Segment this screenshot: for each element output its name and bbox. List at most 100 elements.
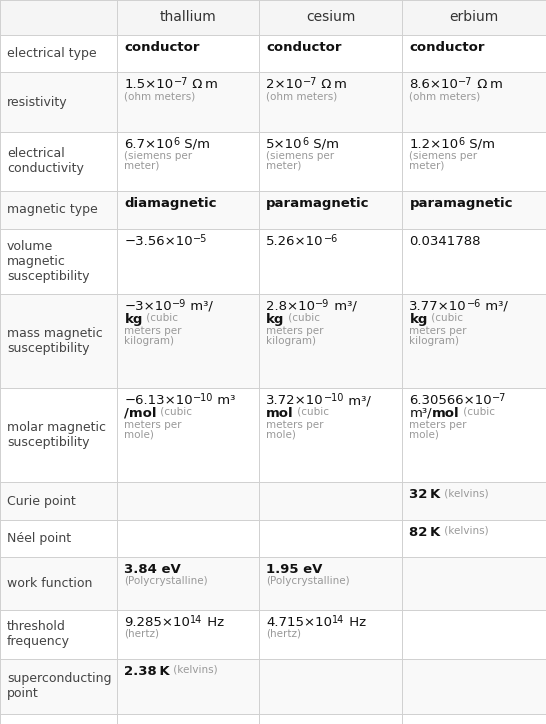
Text: 1.95 eV: 1.95 eV <box>266 563 323 576</box>
Text: 3.84 eV: 3.84 eV <box>124 563 181 576</box>
Text: −3.56×10: −3.56×10 <box>124 235 193 248</box>
Text: −6: −6 <box>467 299 481 309</box>
Text: meters per: meters per <box>266 420 324 430</box>
Text: Néel point: Néel point <box>7 532 71 545</box>
Text: conductor: conductor <box>410 41 485 54</box>
Bar <box>0 659 546 714</box>
Text: −7: −7 <box>174 77 188 88</box>
Text: (ohm meters): (ohm meters) <box>266 91 337 101</box>
Text: kg: kg <box>266 313 284 326</box>
Text: thallium: thallium <box>160 10 217 25</box>
Bar <box>0 294 546 388</box>
Text: (hertz): (hertz) <box>124 628 159 639</box>
Bar <box>0 229 546 294</box>
Text: (cubic: (cubic <box>428 313 463 323</box>
Text: electrical
conductivity: electrical conductivity <box>7 148 84 175</box>
Text: −7: −7 <box>492 393 506 403</box>
Text: kilogram): kilogram) <box>266 336 316 346</box>
Bar <box>0 35 546 72</box>
Text: m³/: m³/ <box>186 300 213 313</box>
Text: S/m: S/m <box>465 138 495 151</box>
Text: 82 K: 82 K <box>410 526 441 539</box>
Text: mole): mole) <box>124 430 155 440</box>
Text: m³: m³ <box>213 394 236 407</box>
Text: paramagnetic: paramagnetic <box>266 197 370 210</box>
Text: kg: kg <box>410 313 428 326</box>
Bar <box>0 714 546 724</box>
Text: (kelvins): (kelvins) <box>170 665 218 675</box>
Text: 1.2×10: 1.2×10 <box>410 138 459 151</box>
Text: 1.5×10: 1.5×10 <box>124 78 174 91</box>
Text: 6: 6 <box>459 137 465 147</box>
Text: m³/: m³/ <box>481 300 508 313</box>
Text: mole): mole) <box>266 430 296 440</box>
Bar <box>0 557 546 610</box>
Bar <box>0 0 546 35</box>
Text: (Polycrystalline): (Polycrystalline) <box>266 576 350 586</box>
Text: volume
magnetic
susceptibility: volume magnetic susceptibility <box>7 240 90 283</box>
Text: −10: −10 <box>324 393 345 403</box>
Text: mol: mol <box>432 407 460 420</box>
Text: 6.30566×10: 6.30566×10 <box>410 394 492 407</box>
Text: meter): meter) <box>410 161 445 171</box>
Text: conductor: conductor <box>266 41 342 54</box>
Text: (siemens per: (siemens per <box>124 151 193 161</box>
Text: kg: kg <box>124 313 143 326</box>
Text: cesium: cesium <box>306 10 355 25</box>
Text: −5: −5 <box>193 234 207 244</box>
Text: conductor: conductor <box>124 41 200 54</box>
Text: 0.0341788: 0.0341788 <box>410 235 481 248</box>
Text: (ohm meters): (ohm meters) <box>410 91 480 101</box>
Text: meters per: meters per <box>410 326 467 336</box>
Text: S/m: S/m <box>180 138 210 151</box>
Text: 3.77×10: 3.77×10 <box>410 300 467 313</box>
Text: (kelvins): (kelvins) <box>441 526 488 536</box>
Text: m³/: m³/ <box>410 407 432 420</box>
Text: (siemens per: (siemens per <box>410 151 478 161</box>
Text: 6.7×10: 6.7×10 <box>124 138 174 151</box>
Text: meters per: meters per <box>124 326 182 336</box>
Text: (cubic: (cubic <box>294 407 329 417</box>
Text: kilogram): kilogram) <box>124 336 174 346</box>
Text: Hz: Hz <box>203 615 224 628</box>
Text: −10: −10 <box>193 393 213 403</box>
Text: 2×10: 2×10 <box>266 78 303 91</box>
Text: meters per: meters per <box>410 420 467 430</box>
Bar <box>0 72 546 132</box>
Text: meter): meter) <box>266 161 302 171</box>
Bar <box>0 132 546 191</box>
Text: magnetic type: magnetic type <box>7 203 98 216</box>
Text: (kelvins): (kelvins) <box>441 488 488 498</box>
Text: (Polycrystalline): (Polycrystalline) <box>124 576 208 586</box>
Text: 9.285×10: 9.285×10 <box>124 615 190 628</box>
Text: meters per: meters per <box>266 326 324 336</box>
Text: 5×10: 5×10 <box>266 138 303 151</box>
Bar <box>0 191 546 229</box>
Text: 32 K: 32 K <box>410 488 441 501</box>
Text: 8.6×10: 8.6×10 <box>410 78 458 91</box>
Text: −6.13×10: −6.13×10 <box>124 394 193 407</box>
Text: 14: 14 <box>190 615 203 625</box>
Text: (cubic: (cubic <box>143 313 178 323</box>
Text: 6: 6 <box>303 137 309 147</box>
Text: threshold
frequency: threshold frequency <box>7 620 70 648</box>
Bar <box>0 610 546 659</box>
Text: 2.8×10: 2.8×10 <box>266 300 316 313</box>
Text: Ω m: Ω m <box>473 78 502 91</box>
Bar <box>0 520 546 557</box>
Text: paramagnetic: paramagnetic <box>410 197 513 210</box>
Text: (cubic: (cubic <box>157 407 192 417</box>
Text: Hz: Hz <box>345 615 366 628</box>
Text: −6: −6 <box>324 234 338 244</box>
Text: (cubic: (cubic <box>284 313 320 323</box>
Text: superconducting
point: superconducting point <box>7 673 111 700</box>
Text: 14: 14 <box>333 615 345 625</box>
Text: (ohm meters): (ohm meters) <box>124 91 195 101</box>
Text: −9: −9 <box>316 299 330 309</box>
Text: S/m: S/m <box>309 138 339 151</box>
Text: /mol: /mol <box>124 407 157 420</box>
Text: mole): mole) <box>410 430 440 440</box>
Text: −3×10: −3×10 <box>124 300 172 313</box>
Text: 5.26×10: 5.26×10 <box>266 235 324 248</box>
Text: resistivity: resistivity <box>7 96 68 109</box>
